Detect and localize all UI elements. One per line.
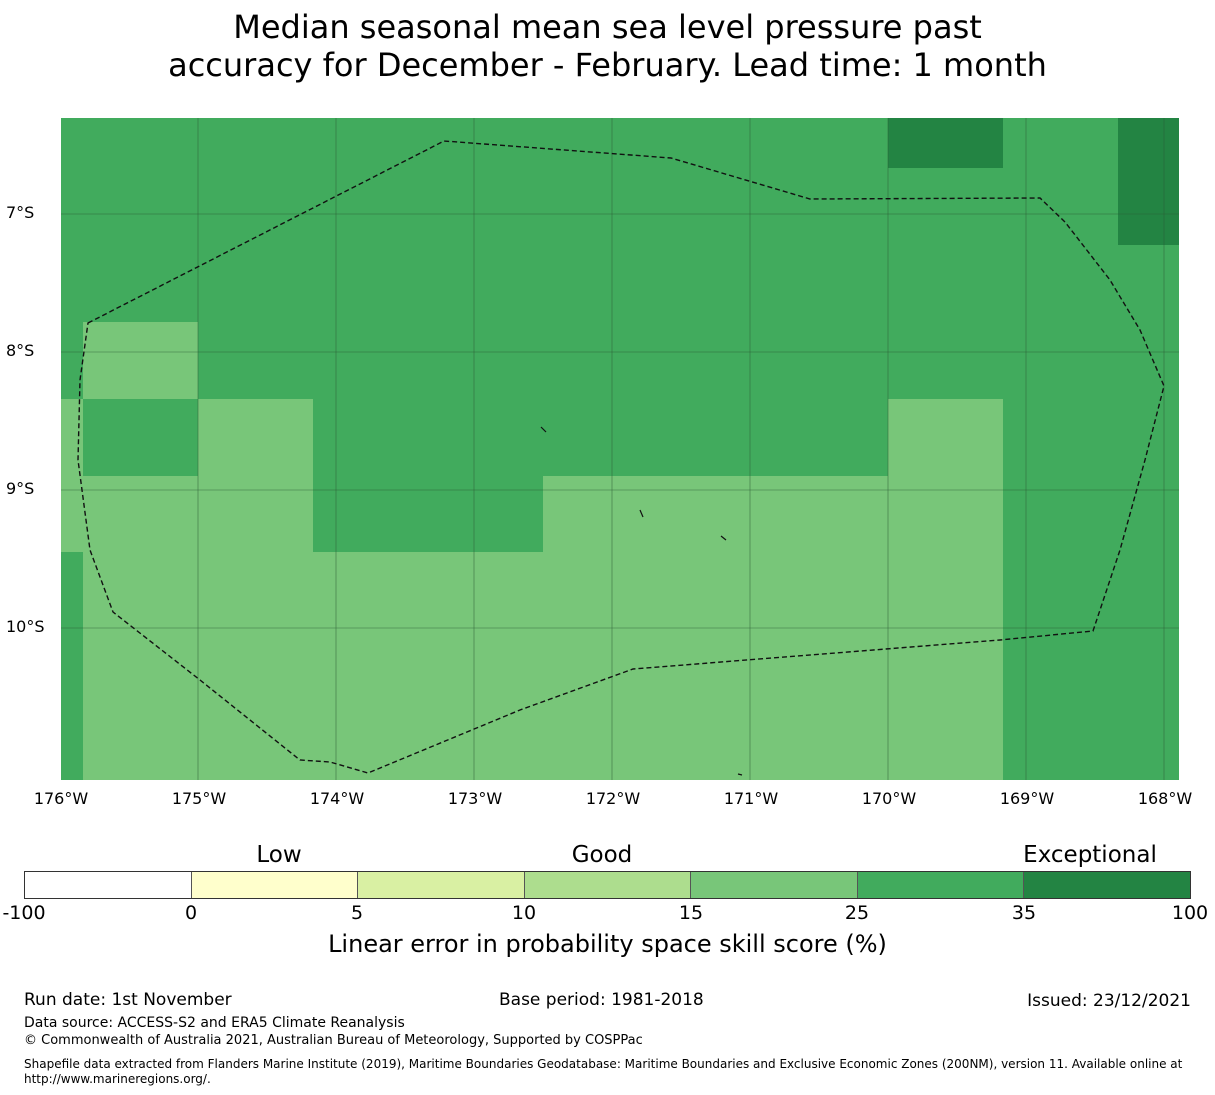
data-source: Data source: ACCESS-S2 and ERA5 Climate … (24, 1015, 405, 1031)
skill-cell (888, 399, 1003, 552)
skill-cell (543, 476, 888, 552)
colorbar-tick: 15 (678, 902, 704, 924)
island (720, 535, 727, 541)
colorbar-tick: 35 (1011, 902, 1037, 924)
colorbar-segment (25, 872, 192, 898)
colorbar-tick: 10 (511, 902, 537, 924)
x-tick-label: 172°W (585, 789, 641, 808)
issued-date: Issued: 23/12/2021 (1027, 991, 1191, 1011)
y-tick-label: 8°S (6, 341, 35, 360)
colorbar-tick: 25 (844, 902, 870, 924)
skill-cell (1118, 118, 1179, 245)
colorbar-tick: 100 (1171, 902, 1209, 924)
legend-category-good: Good (571, 842, 633, 868)
skill-cell (198, 399, 313, 476)
colorbar-segment (1024, 872, 1191, 898)
island (639, 509, 644, 518)
x-tick-label: 168°W (1137, 789, 1193, 808)
base-period: Base period: 1981-2018 (499, 990, 704, 1010)
x-tick-label: 169°W (999, 789, 1055, 808)
x-tick-label: 173°W (447, 789, 503, 808)
legend-category-low: Low (256, 842, 302, 868)
chart-title-line1: Median seasonal mean sea level pressure … (233, 8, 982, 46)
skill-cell (83, 552, 1003, 780)
legend-category-exceptional: Exceptional (1023, 842, 1157, 868)
colorbar-segment (191, 872, 359, 898)
colorbar (24, 871, 1191, 899)
x-tick-label: 175°W (171, 789, 227, 808)
colorbar-label: Linear error in probability space skill … (328, 930, 887, 958)
island (540, 426, 547, 433)
colorbar-segment (524, 872, 692, 898)
x-tick-label: 170°W (861, 789, 917, 808)
colorbar-tick: 0 (184, 902, 198, 924)
colorbar-segment (691, 872, 858, 898)
x-tick-label: 171°W (723, 789, 779, 808)
colorbar-segment (358, 872, 525, 898)
x-tick-label: 176°W (33, 789, 89, 808)
x-tick-label: 174°W (309, 789, 365, 808)
chart-title-line2: accuracy for December - February. Lead t… (168, 46, 1047, 84)
run-date: Run date: 1st November (24, 990, 232, 1010)
y-tick-label: 7°S (6, 203, 35, 222)
skill-cell (61, 399, 83, 552)
y-tick-label: 10°S (6, 617, 45, 636)
island (737, 773, 743, 776)
shapefile-credit: Shapefile data extracted from Flanders M… (24, 1057, 1183, 1086)
y-tick-label: 9°S (6, 479, 35, 498)
island-shapes (540, 426, 743, 776)
colorbar-segment (857, 872, 1025, 898)
colorbar-tick: -100 (2, 902, 46, 924)
eez-boundary (77, 140, 1165, 774)
skill-cell (888, 118, 1003, 168)
colorbar-tick: 5 (350, 902, 364, 924)
copyright: © Commonwealth of Australia 2021, Austra… (24, 1033, 643, 1048)
skill-cell (83, 322, 198, 399)
